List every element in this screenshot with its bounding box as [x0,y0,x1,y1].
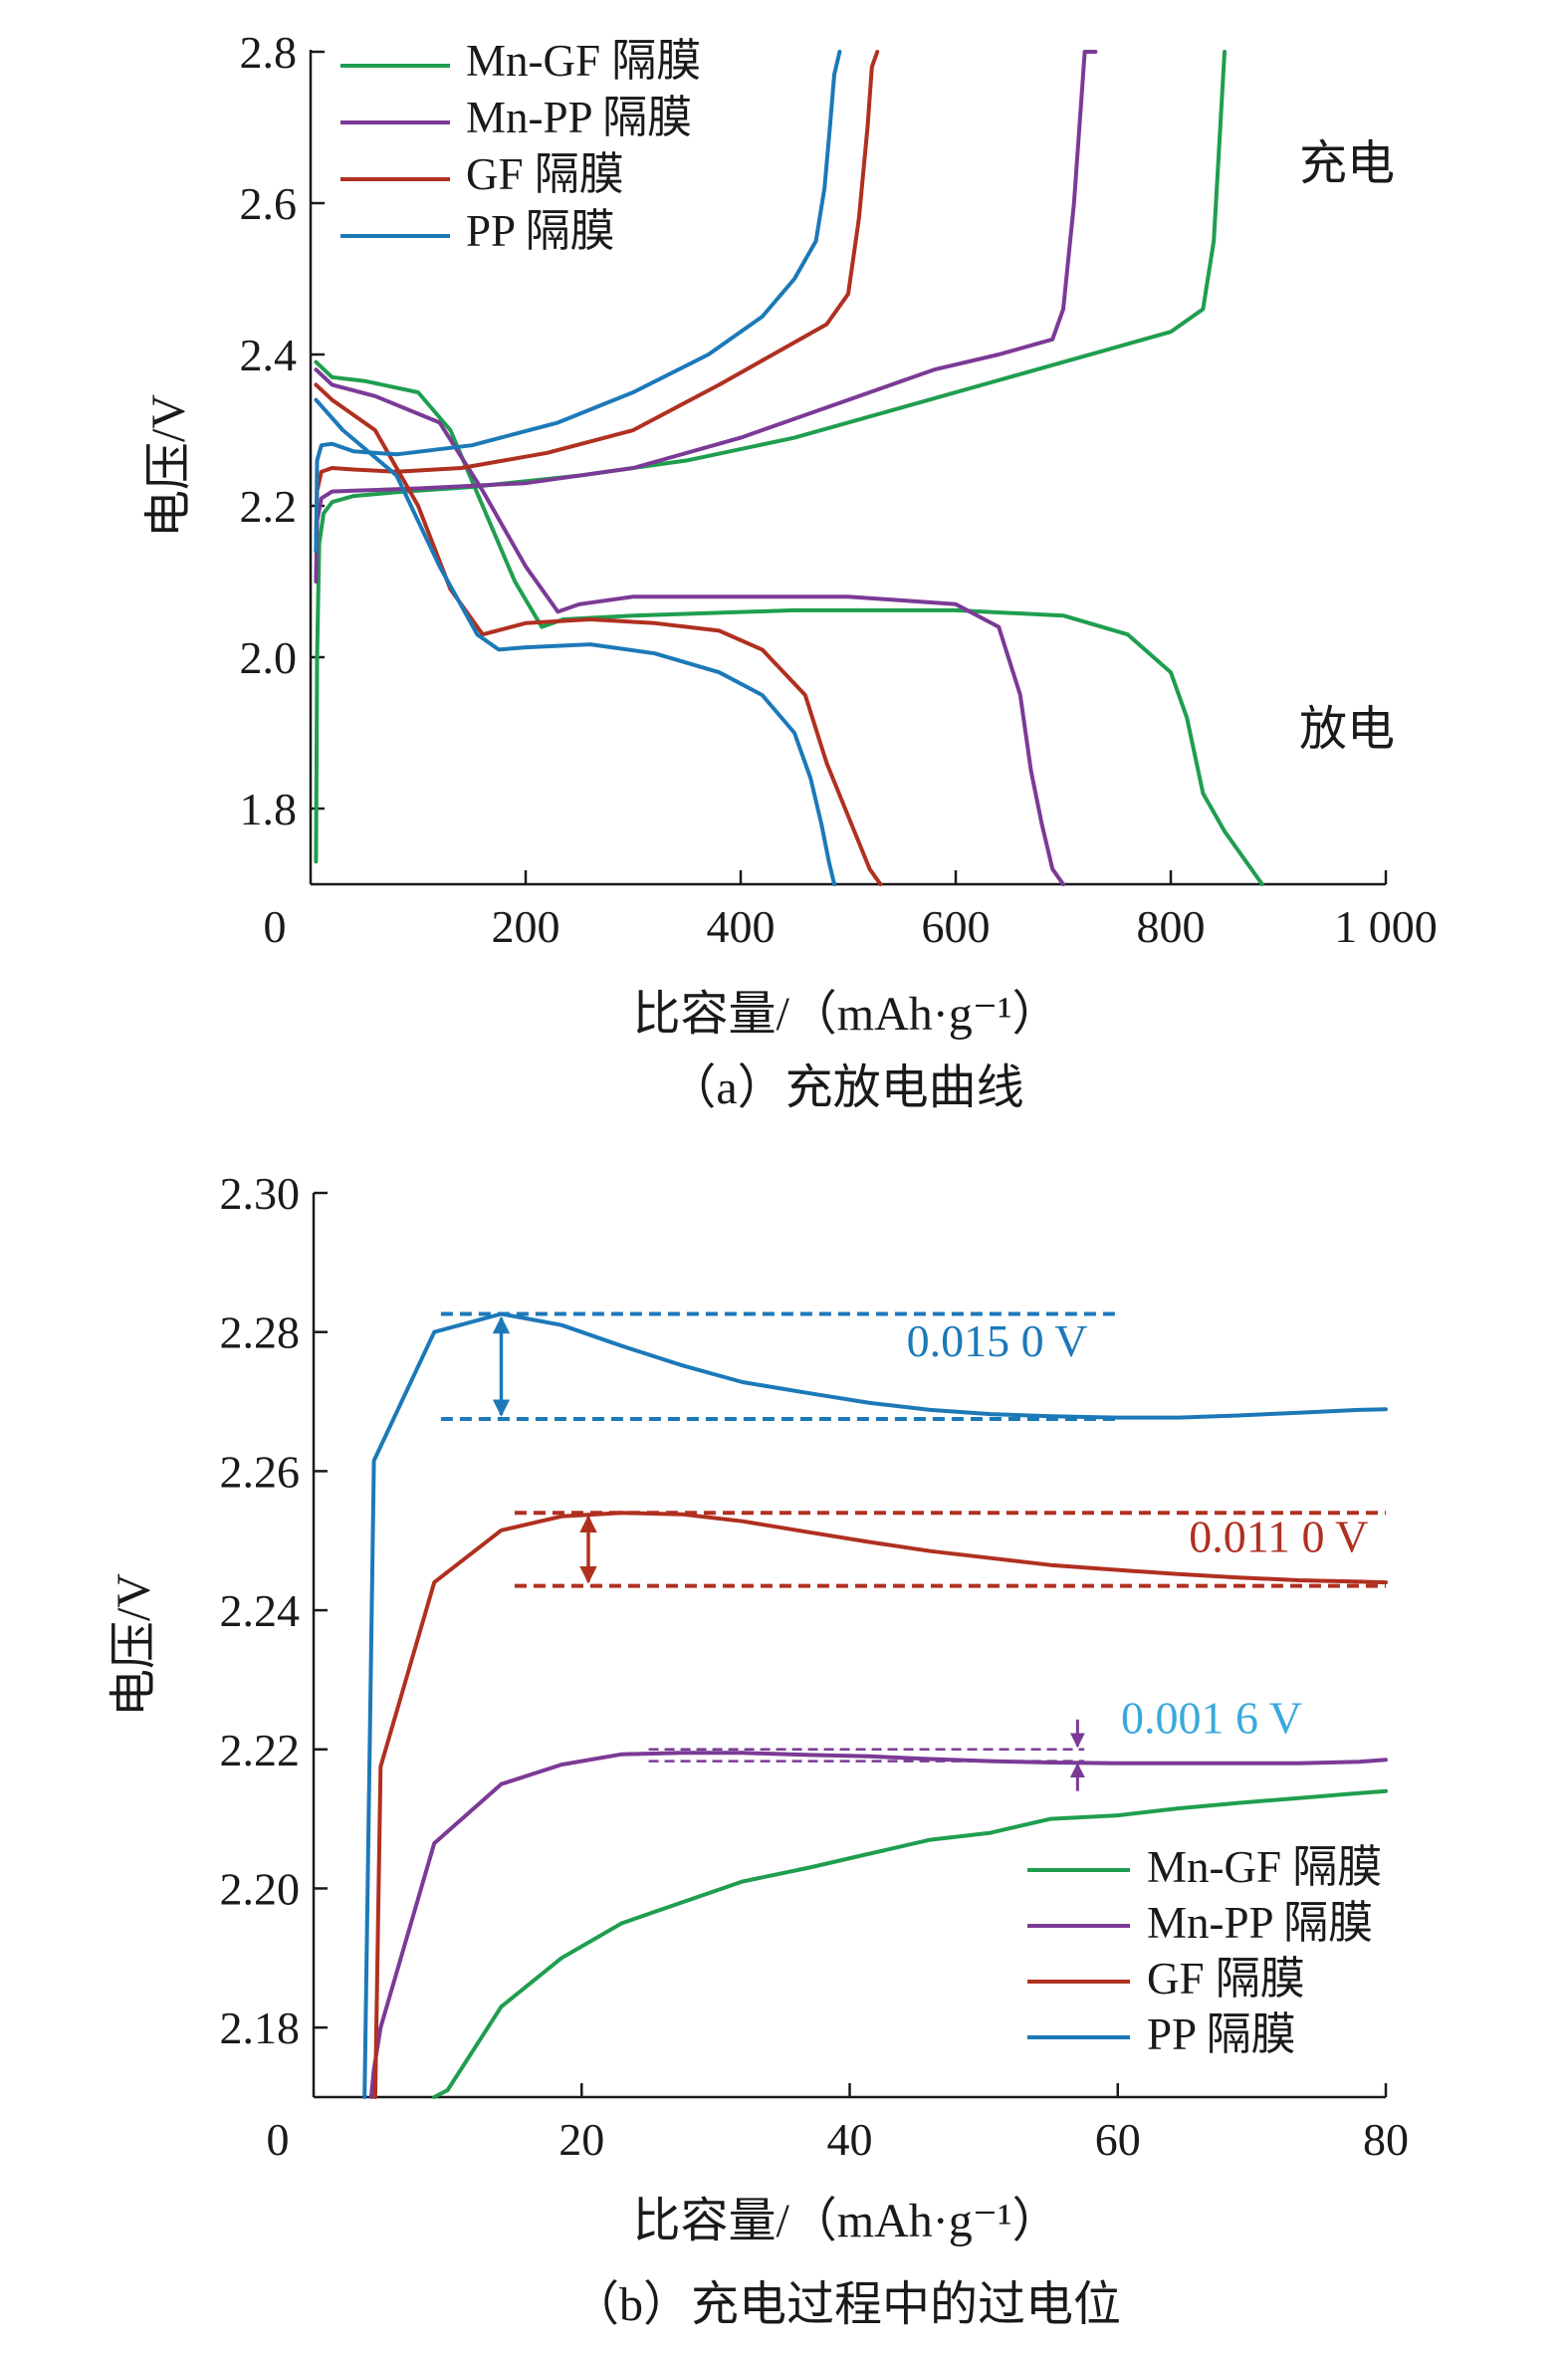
chart-b: 0 20 40 60 80 2.18 2.20 2.22 2.24 2.26 2.28 2.30 0… [108,1168,1409,2331]
y-tick-label: 2.4 [240,330,298,380]
y-tick-label: 2.28 [220,1307,301,1358]
y-tick-label: 2.6 [240,178,298,229]
chart-b-series-mn-gf [432,1788,1388,2099]
chart-a: 0 200 400 600 800 1 000 1.8 2.0 2.2 2.4 2.6 2.8 Mn… [142,27,1438,1114]
legend-b-label-pp: PP 隔膜 [1147,2009,1296,2059]
chart-a-caption: （a）充放电曲线 [668,1061,1023,1114]
chart-b-series [362,1311,1388,2099]
y-tick-label: 2.26 [220,1446,301,1497]
chart-a-x-label: 比容量/（mAh·g⁻¹） [632,988,1059,1041]
chart-b-x-ticks: 0 20 40 60 80 [267,2083,1409,2165]
chart-a-series-mn-pp-discharge [314,367,1065,886]
chart-a-series [314,50,1264,886]
overpotential-label: 0.001 6 V [1121,1693,1302,1744]
y-tick-label: 2.0 [240,632,298,683]
overpotential-label: 0.015 0 V [907,1315,1088,1366]
x-tick-label: 800 [1137,901,1206,952]
chart-b-caption: （b）充电过程中的过电位 [571,2278,1121,2331]
chart-b-y-ticks: 2.18 2.20 2.22 2.24 2.26 2.28 2.30 [220,1168,328,2053]
x-tick-label: 20 [559,2114,604,2165]
chart-a-y-label: 电压/V [142,394,195,538]
annotation-discharge: 放电 [1299,703,1395,756]
chart-b-x-label: 比容量/（mAh·g⁻¹） [632,2195,1059,2247]
x-tick-label: 60 [1095,2114,1141,2165]
y-tick-label: 2.2 [240,481,298,532]
y-tick-label: 2.30 [220,1168,301,1219]
x-tick-label: 80 [1363,2114,1409,2165]
chart-b-series-gf [372,1511,1388,2099]
y-tick-label: 2.22 [220,1725,301,1775]
x-tick-label: 0 [264,901,287,952]
x-tick-label: 400 [707,901,776,952]
chart-a-series-mn-pp-charge [314,50,1098,584]
chart-b-y-label: 电压/V [108,1573,160,1717]
chart-a-series-gf-charge [314,50,880,554]
legend-b-label-gf: GF 隔膜 [1147,1954,1305,2003]
legend-label-gf: GF 隔膜 [466,149,624,199]
y-tick-label: 1.8 [240,784,298,834]
y-tick-label: 2.18 [220,2003,301,2053]
legend-b-label-mn-gf: Mn-GF 隔膜 [1147,1842,1382,1892]
chart-a-series-pp-charge [314,50,842,554]
chart-a-series-mn-gf-charge [314,50,1227,864]
x-tick-label: 40 [827,2114,873,2165]
chart-a-legend: Mn-GF 隔膜 Mn-PP 隔膜 GF 隔膜 PP 隔膜 [340,36,701,256]
legend-label-pp: PP 隔膜 [466,206,615,256]
x-tick-label: 0 [267,2114,290,2165]
x-tick-label: 1 000 [1334,901,1438,952]
legend-label-mn-gf: Mn-GF 隔膜 [466,36,701,86]
chart-a-x-ticks: 0 200 400 600 800 1 000 [264,870,1438,952]
x-tick-label: 600 [922,901,991,952]
overpotential-label: 0.011 0 V [1189,1511,1368,1561]
y-tick-label: 2.8 [240,27,298,78]
chart-b-series-mn-pp [368,1751,1388,2099]
y-tick-label: 2.20 [220,1863,301,1914]
chart-b-marker-labels: 0.015 0 V 0.011 0 V 0.001 6 V [907,1315,1369,1744]
annotation-charge: 充电 [1299,137,1395,190]
legend-label-mn-pp: Mn-PP 隔膜 [466,93,692,142]
chart-b-markers [440,1311,1386,1791]
chart-a-series-pp-discharge [314,397,836,886]
chart-a-series-mn-gf-discharge [314,359,1264,886]
chart-b-series-pp [362,1311,1388,2099]
y-tick-label: 2.24 [220,1585,301,1636]
chart-a-y-ticks: 1.8 2.0 2.2 2.4 2.6 2.8 [240,27,325,834]
x-tick-label: 200 [492,901,560,952]
chart-a-series-gf-discharge [314,382,883,886]
chart-b-legend: Mn-GF 隔膜 Mn-PP 隔膜 GF 隔膜 PP 隔膜 [1027,1842,1382,2059]
legend-b-label-mn-pp: Mn-PP 隔膜 [1147,1898,1373,1948]
